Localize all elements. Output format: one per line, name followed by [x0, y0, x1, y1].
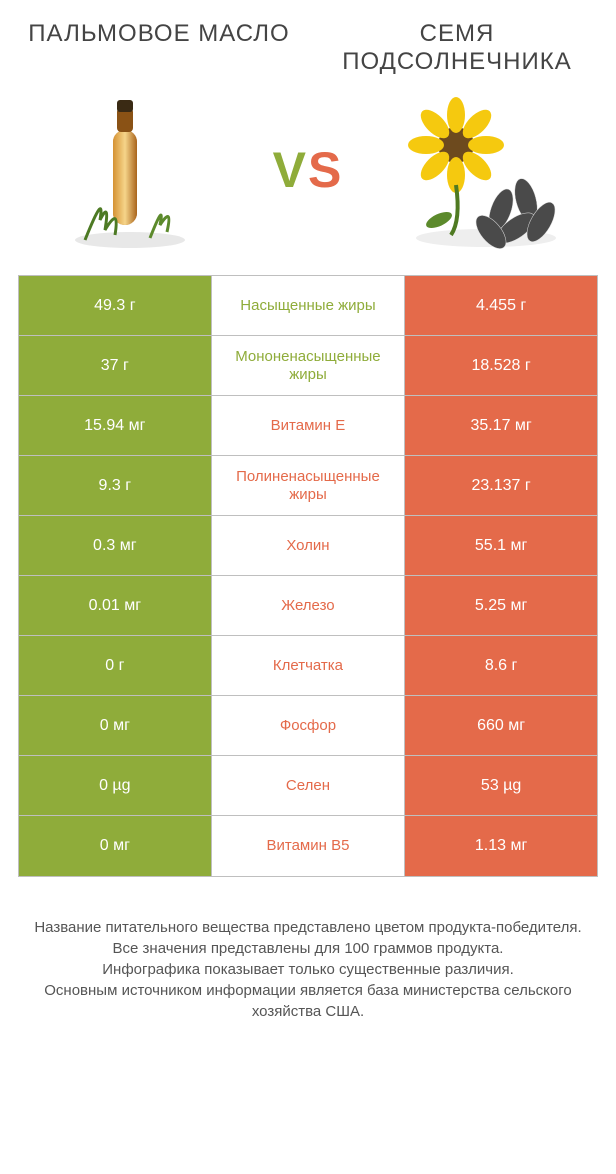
table-row: 0 мгВитамин B51.13 мг	[19, 816, 597, 876]
right-value-cell: 35.17 мг	[404, 396, 597, 455]
footer-line-2: Все значения представлены для 100 граммо…	[30, 938, 586, 959]
left-value-cell: 49.3 г	[19, 276, 212, 335]
table-row: 0 мгФосфор660 мг	[19, 696, 597, 756]
nutrient-label-cell: Витамин B5	[212, 816, 405, 876]
nutrient-label-cell: Фосфор	[212, 696, 405, 755]
left-value-cell: 9.3 г	[19, 456, 212, 515]
table-row: 0 гКлетчатка8.6 г	[19, 636, 597, 696]
hero-row: VS	[10, 85, 606, 255]
right-value-cell: 4.455 г	[404, 276, 597, 335]
right-value-cell: 53 µg	[404, 756, 597, 815]
nutrient-label-cell: Селен	[212, 756, 405, 815]
table-row: 49.3 гНасыщенные жиры4.455 г	[19, 276, 597, 336]
nutrient-label-cell: Полиненасыщенные жиры	[212, 456, 405, 515]
footer-line-4: Основным источником информации является …	[30, 980, 586, 1022]
right-value-cell: 18.528 г	[404, 336, 597, 395]
nutrient-label-cell: Клетчатка	[212, 636, 405, 695]
sunflower-seeds-icon	[396, 85, 576, 255]
right-value-cell: 660 мг	[404, 696, 597, 755]
right-value-cell: 55.1 мг	[404, 516, 597, 575]
left-value-cell: 0 µg	[19, 756, 212, 815]
vs-s: S	[308, 142, 343, 198]
nutrient-label-cell: Железо	[212, 576, 405, 635]
titles-row: ПАЛЬМОВОЕ МАСЛО СЕМЯ ПОДСОЛНЕЧНИКА	[10, 20, 606, 75]
nutrient-label-cell: Витамин E	[212, 396, 405, 455]
footer-notes: Название питательного вещества представл…	[10, 917, 606, 1022]
vs-v: V	[273, 142, 308, 198]
left-value-cell: 0 мг	[19, 816, 212, 876]
footer-line-3: Инфографика показывает только существенн…	[30, 959, 586, 980]
left-product-title: ПАЛЬМОВОЕ МАСЛО	[10, 20, 308, 48]
nutrient-label-cell: Насыщенные жиры	[212, 276, 405, 335]
nutrient-label-cell: Мононенасыщенные жиры	[212, 336, 405, 395]
table-row: 9.3 гПолиненасыщенные жиры23.137 г	[19, 456, 597, 516]
left-value-cell: 0.01 мг	[19, 576, 212, 635]
left-value-cell: 0 г	[19, 636, 212, 695]
left-value-cell: 37 г	[19, 336, 212, 395]
left-value-cell: 0 мг	[19, 696, 212, 755]
table-row: 0.3 мгХолин55.1 мг	[19, 516, 597, 576]
left-value-cell: 0.3 мг	[19, 516, 212, 575]
oil-bottle-icon	[40, 85, 220, 255]
table-row: 15.94 мгВитамин E35.17 мг	[19, 396, 597, 456]
comparison-table: 49.3 гНасыщенные жиры4.455 г37 гМононена…	[18, 275, 598, 877]
right-value-cell: 8.6 г	[404, 636, 597, 695]
right-value-cell: 1.13 мг	[404, 816, 597, 876]
nutrient-label-cell: Холин	[212, 516, 405, 575]
right-value-cell: 5.25 мг	[404, 576, 597, 635]
left-value-cell: 15.94 мг	[19, 396, 212, 455]
table-row: 0 µgСелен53 µg	[19, 756, 597, 816]
vs-label: VS	[273, 141, 344, 199]
right-product-title: СЕМЯ ПОДСОЛНЕЧНИКА	[308, 20, 606, 75]
right-value-cell: 23.137 г	[404, 456, 597, 515]
table-row: 37 гМононенасыщенные жиры18.528 г	[19, 336, 597, 396]
footer-line-1: Название питательного вещества представл…	[30, 917, 586, 938]
table-row: 0.01 мгЖелезо5.25 мг	[19, 576, 597, 636]
infographic-container: ПАЛЬМОВОЕ МАСЛО СЕМЯ ПОДСОЛНЕЧНИКА	[0, 0, 616, 1022]
